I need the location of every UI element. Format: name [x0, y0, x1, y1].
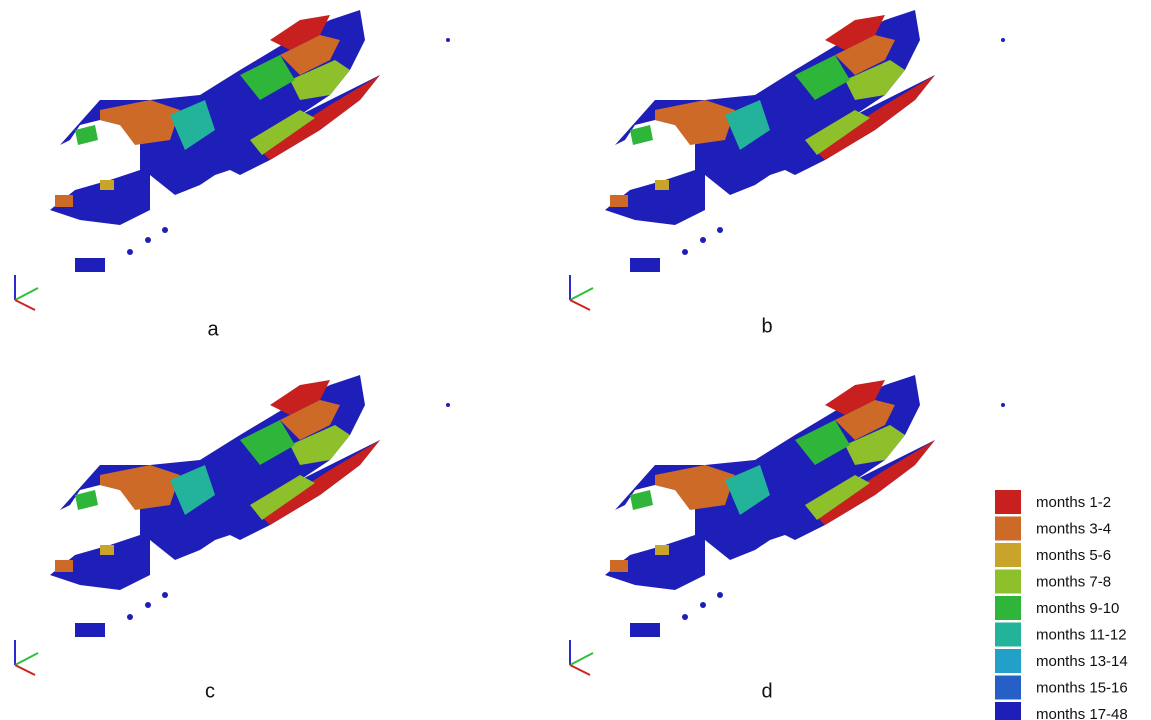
figure: abcd months 1-2months 3-4months 5-6month…: [0, 0, 1151, 720]
terrain-render: [15, 375, 450, 675]
legend-swatch: [995, 702, 1021, 720]
legend-swatch: [995, 623, 1021, 647]
legend-label: months 9-10: [1036, 600, 1119, 617]
legend-label: months 11-12: [1036, 626, 1127, 643]
terrain-render: [15, 10, 450, 310]
legend-label: months 1-2: [1036, 494, 1111, 511]
legend-swatch: [995, 543, 1021, 567]
panel-label: c: [205, 680, 215, 702]
legend-swatch: [995, 570, 1021, 594]
legend-label: months 17-48: [1036, 706, 1128, 720]
panel-label: b: [761, 315, 772, 337]
legend: months 1-2 months 3-4 months 5-6 months 7-8…: [995, 490, 1128, 720]
terrain-render: [570, 10, 1005, 310]
legend-label: months 3-4: [1036, 520, 1111, 537]
terrain-render: [570, 375, 1005, 675]
panel-label: a: [207, 318, 219, 340]
legend-swatch: [995, 676, 1021, 700]
legend-label: months 15-16: [1036, 679, 1128, 696]
legend-swatch: [995, 490, 1021, 514]
legend-label: months 7-8: [1036, 573, 1111, 590]
legend-swatch: [995, 596, 1021, 620]
legend-label: months 5-6: [1036, 547, 1111, 564]
panels: a b c d: [15, 10, 1005, 702]
legend-label: months 13-14: [1036, 653, 1128, 670]
legend-swatch: [995, 517, 1021, 541]
legend-swatch: [995, 649, 1021, 673]
panel-label: d: [761, 680, 772, 702]
